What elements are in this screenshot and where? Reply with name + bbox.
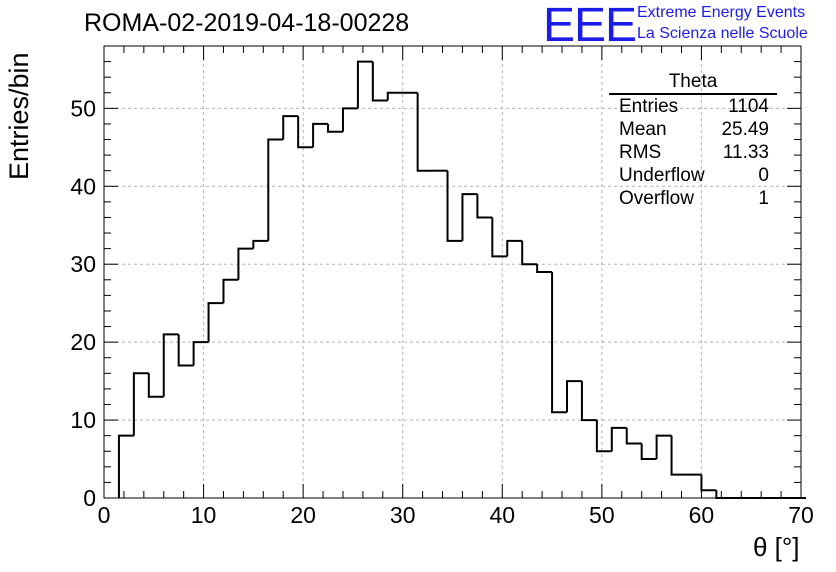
histogram-bin bbox=[461, 193, 478, 241]
x-tick-label: 20 bbox=[290, 502, 316, 528]
histogram-bin bbox=[506, 239, 523, 257]
stats-label: RMS bbox=[619, 142, 662, 163]
x-axis-label: θ [°] bbox=[753, 532, 800, 562]
histogram-bin bbox=[252, 239, 269, 249]
histogram-bin bbox=[625, 427, 642, 445]
histogram-bin bbox=[521, 240, 538, 266]
stats-label: Underflow bbox=[619, 165, 705, 186]
histogram-bin bbox=[341, 107, 358, 132]
stats-row-mean: Mean 25.49 bbox=[609, 118, 777, 141]
histogram-bin bbox=[416, 92, 433, 172]
stats-row-underflow: Underflow 0 bbox=[609, 164, 777, 187]
x-tick-label: 50 bbox=[589, 502, 615, 528]
stats-title: Theta bbox=[609, 72, 777, 95]
histogram-bin bbox=[282, 115, 299, 140]
histogram-bin bbox=[222, 278, 239, 304]
stats-value: 11.33 bbox=[722, 142, 769, 163]
histogram-bin bbox=[670, 435, 687, 476]
histogram-bin bbox=[356, 60, 373, 109]
stats-value: 25.49 bbox=[721, 119, 769, 140]
y-axis-label: Entries/bin bbox=[4, 52, 34, 180]
x-tick-label: 60 bbox=[689, 502, 715, 528]
logo-line-2: La Scienza nelle Scuole bbox=[637, 25, 808, 42]
histogram-bin bbox=[147, 373, 164, 398]
stats-value: 1104 bbox=[728, 96, 769, 117]
x-tick-label: 40 bbox=[489, 502, 515, 528]
y-tick-label: 10 bbox=[70, 407, 96, 433]
histogram-bin bbox=[580, 381, 597, 422]
logo-line-1: Extreme Energy Events bbox=[637, 4, 806, 21]
stats-box: Theta Entries 1104 Mean 25.49 RMS 11.33 … bbox=[609, 72, 777, 210]
histogram-bin bbox=[386, 91, 403, 101]
histogram-bin bbox=[267, 138, 284, 241]
plot-frame bbox=[103, 45, 802, 499]
histogram-bin bbox=[700, 474, 717, 492]
y-tick-label: 50 bbox=[70, 95, 96, 121]
stats-value: 0 bbox=[758, 165, 769, 186]
histogram-bin bbox=[312, 122, 329, 148]
histogram-bin bbox=[491, 217, 508, 258]
histogram-bin bbox=[655, 434, 672, 460]
x-tick-label: 30 bbox=[390, 502, 416, 528]
histogram-bin bbox=[446, 170, 463, 242]
x-tick-label: 0 bbox=[98, 502, 111, 528]
histogram-bin bbox=[595, 420, 612, 453]
histogram-bin bbox=[640, 443, 657, 461]
histogram-bin bbox=[476, 194, 493, 219]
histogram-bin bbox=[237, 247, 254, 280]
histogram-bin bbox=[566, 380, 582, 413]
stats-label: Entries bbox=[619, 96, 679, 117]
stats-row-entries: Entries 1104 bbox=[609, 95, 777, 118]
x-tick-label: 70 bbox=[788, 502, 814, 528]
chart-title: ROMA-02-2019-04-18-00228 bbox=[84, 9, 410, 37]
histogram-bin bbox=[207, 302, 224, 343]
x-tick-label: 10 bbox=[191, 502, 217, 528]
stats-row-rms: RMS 11.33 bbox=[609, 141, 777, 164]
histogram-bin bbox=[610, 426, 627, 452]
histogram-bin bbox=[297, 116, 314, 149]
histogram-bin bbox=[162, 333, 179, 397]
stats-label: Overflow bbox=[619, 188, 694, 209]
y-tick-label: 20 bbox=[70, 329, 96, 355]
histogram-bin bbox=[192, 341, 209, 366]
histogram-bin bbox=[536, 264, 553, 273]
stats-value: 1 bbox=[758, 188, 769, 209]
histogram-bin bbox=[715, 490, 732, 499]
y-tick-label: 30 bbox=[70, 251, 96, 277]
histogram-bin bbox=[327, 123, 343, 133]
histogram-bin bbox=[371, 61, 388, 102]
stats-row-overflow: Overflow 1 bbox=[609, 187, 777, 210]
y-tick-label: 40 bbox=[70, 173, 96, 199]
histogram-bin bbox=[132, 372, 149, 436]
stats-label: Mean bbox=[619, 119, 667, 140]
histogram-bin bbox=[177, 334, 194, 367]
y-tick-label: 0 bbox=[83, 485, 96, 511]
histogram-bin bbox=[551, 272, 568, 414]
eee-logo: EEE bbox=[543, 0, 637, 52]
histogram-bin bbox=[117, 434, 134, 498]
